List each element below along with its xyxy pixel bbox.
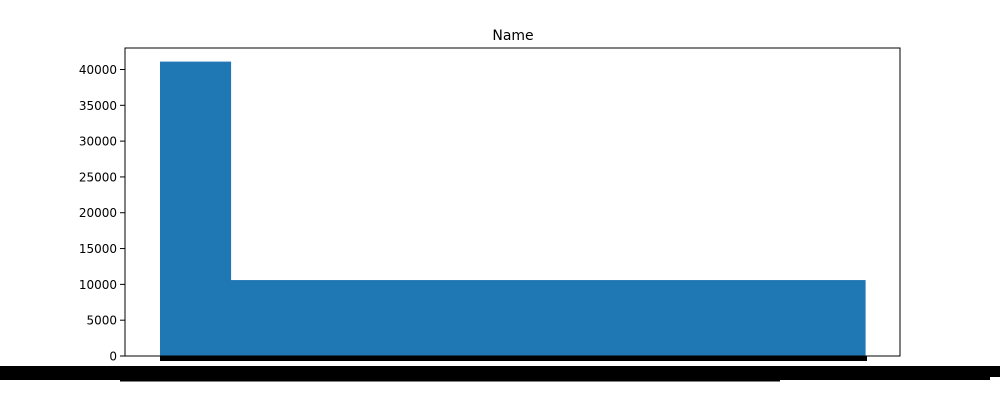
bar-other (442, 280, 514, 356)
bar-other (301, 280, 373, 356)
x-axis (0, 356, 1000, 382)
bar-other (230, 280, 302, 356)
bar-other (371, 280, 443, 356)
bars-group (160, 61, 866, 356)
y-tick-label: 25000 (79, 170, 117, 184)
bar-other (583, 280, 655, 356)
bar-other (724, 280, 796, 356)
chart-title: Name (492, 28, 533, 44)
y-tick-label: 20000 (79, 206, 117, 220)
y-tick-label: 40000 (79, 63, 117, 77)
y-tick-label: 30000 (79, 135, 117, 149)
bar-other (653, 280, 725, 356)
plot-frame (124, 47, 901, 357)
x-tick-labels-overlapping (0, 373, 1000, 377)
y-tick-label: 10000 (79, 278, 117, 292)
y-tick-label: 5000 (86, 314, 117, 328)
x-tick-labels-overlapping (0, 377, 990, 380)
bar-other (794, 280, 866, 356)
x-tick-marks-dense (160, 356, 867, 361)
x-tick-labels-overlapping (0, 366, 1000, 373)
y-tick-label: 0 (109, 350, 117, 364)
bar-primary (160, 61, 232, 356)
y-tick-label: 15000 (79, 242, 117, 256)
bar-other (512, 280, 584, 356)
y-tick-label: 35000 (79, 99, 117, 113)
x-tick-labels-overlapping (120, 380, 780, 382)
y-axis: 0 5000 10000 15000 20000 25000 30000 35000 40000 (79, 63, 125, 364)
